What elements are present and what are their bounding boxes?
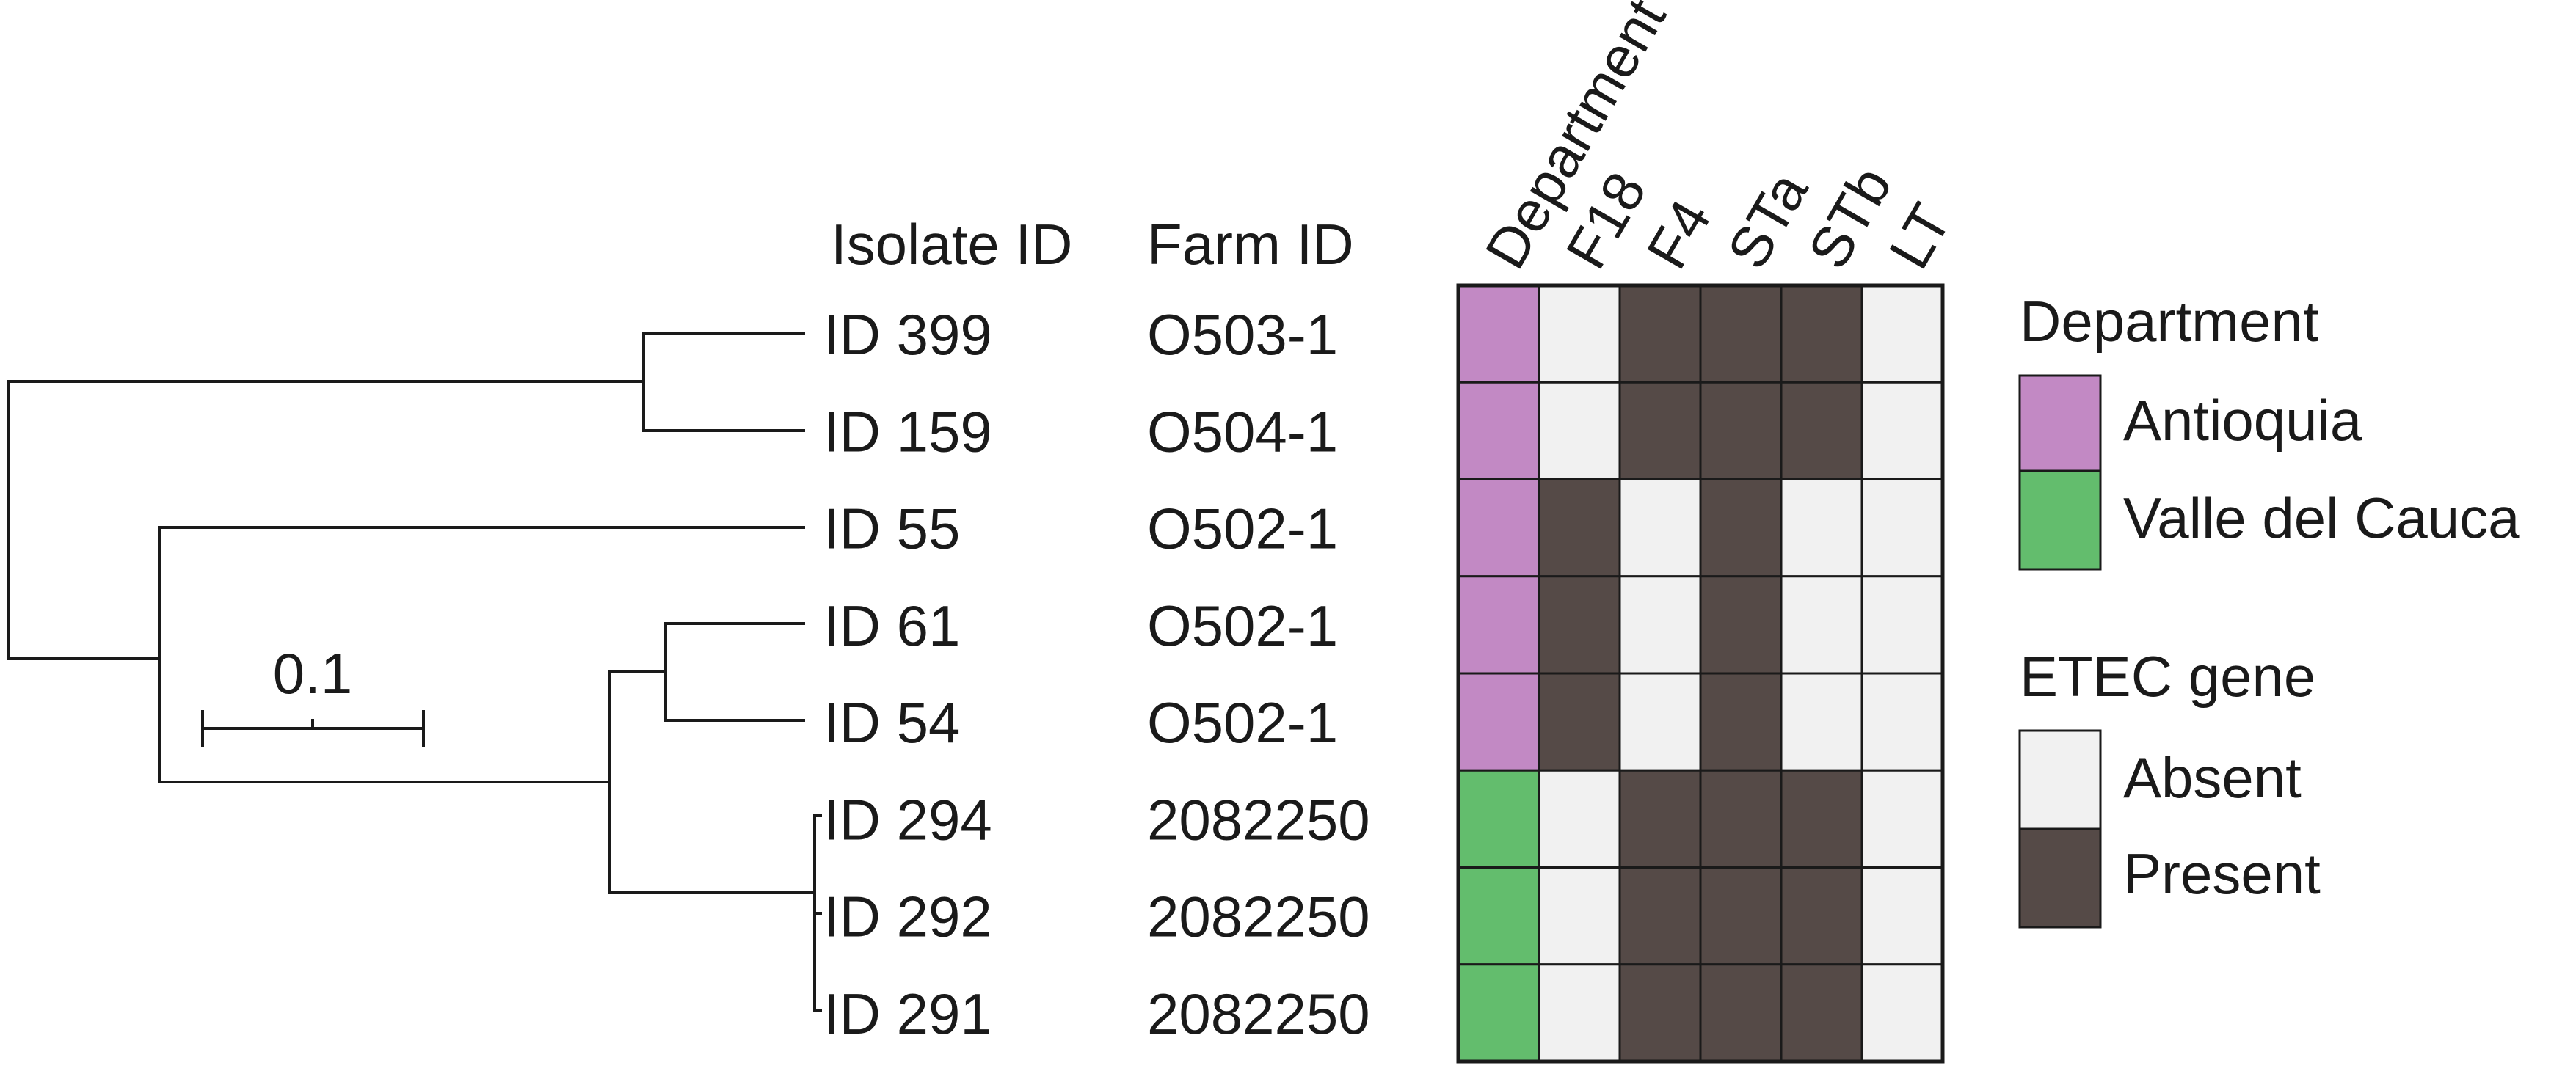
legend-label-valle-del-cauca: Valle del Cauca bbox=[2123, 486, 2520, 550]
gene-cell-lt-id-291 bbox=[1860, 963, 1944, 1063]
heatmap-frame bbox=[1456, 283, 1945, 1064]
gene-cell-f4-id-61 bbox=[1618, 575, 1702, 675]
gene-cell-f4-id-399 bbox=[1618, 284, 1702, 384]
gene-cell-f18-id-291 bbox=[1538, 963, 1621, 1063]
gene-cell-stb-id-61 bbox=[1780, 575, 1863, 675]
gene-cell-lt-id-294 bbox=[1860, 769, 1944, 869]
legend-swatch-valle-del-cauca bbox=[2018, 469, 2102, 571]
farm-label-id-159: O504-1 bbox=[1147, 399, 1338, 464]
row-labels: ID 399 O503-1 ID 159 O504-1 ID 55 O502-1 ID 61… bbox=[823, 302, 1370, 1046]
legend-swatch-present bbox=[2018, 827, 2102, 929]
gene-cell-f18-id-159 bbox=[1538, 381, 1621, 480]
gene-cell-sta-id-54 bbox=[1699, 672, 1783, 772]
legend-label-absent: Absent bbox=[2123, 745, 2302, 810]
department-cell-id-291 bbox=[1457, 963, 1540, 1063]
etec-gene-legend: ETEC gene Absent Present bbox=[2018, 644, 2321, 929]
gene-cell-stb-id-399 bbox=[1780, 284, 1863, 384]
gene-cell-sta-id-292 bbox=[1699, 866, 1783, 966]
gene-cell-lt-id-61 bbox=[1860, 575, 1944, 675]
gene-cell-sta-id-291 bbox=[1699, 963, 1783, 1063]
gene-cell-sta-id-61 bbox=[1699, 575, 1783, 675]
gene-cell-sta-id-294 bbox=[1699, 769, 1783, 869]
scale-bar-label: 0.1 bbox=[273, 641, 352, 706]
department-cell-id-54 bbox=[1457, 672, 1540, 772]
isolate-label-id-159: ID 159 bbox=[823, 399, 992, 464]
gene-cell-lt-id-292 bbox=[1860, 866, 1944, 966]
farm-label-id-61: O502-1 bbox=[1147, 593, 1338, 658]
gene-cell-f4-id-294 bbox=[1618, 769, 1702, 869]
farm-label-id-292: 2082250 bbox=[1147, 885, 1370, 949]
gene-cell-f4-id-292 bbox=[1618, 866, 1702, 966]
legend-swatch-absent bbox=[2018, 729, 2102, 830]
department-cell-id-399 bbox=[1457, 284, 1540, 384]
farm-label-id-55: O502-1 bbox=[1147, 497, 1338, 561]
gene-cell-sta-id-399 bbox=[1699, 284, 1783, 384]
gene-cell-f4-id-55 bbox=[1618, 478, 1702, 578]
department-cell-id-159 bbox=[1457, 381, 1540, 480]
farm-label-id-291: 2082250 bbox=[1147, 982, 1370, 1046]
legend-label-present: Present bbox=[2123, 841, 2321, 906]
gene-cell-stb-id-55 bbox=[1780, 478, 1863, 578]
heatmap-grid bbox=[1457, 284, 1944, 1063]
gene-cell-f4-id-291 bbox=[1618, 963, 1702, 1063]
gene-cell-sta-id-55 bbox=[1699, 478, 1783, 578]
isolate-label-id-55: ID 55 bbox=[823, 497, 960, 561]
column-header-sta: STa bbox=[1715, 161, 1821, 279]
gene-cell-stb-id-159 bbox=[1780, 381, 1863, 480]
gene-legend-title: ETEC gene bbox=[2020, 644, 2315, 709]
farm-label-id-399: O503-1 bbox=[1147, 302, 1338, 367]
phylogenetic-tree bbox=[7, 332, 822, 1012]
gene-cell-lt-id-159 bbox=[1860, 381, 1944, 480]
isolate-label-id-61: ID 61 bbox=[823, 593, 960, 658]
gene-cell-lt-id-55 bbox=[1860, 478, 1944, 578]
farm-label-id-294: 2082250 bbox=[1147, 787, 1370, 852]
isolate-label-id-294: ID 294 bbox=[823, 787, 992, 852]
gene-cell-f18-id-54 bbox=[1538, 672, 1621, 772]
department-cell-id-294 bbox=[1457, 769, 1540, 869]
isolate-label-id-292: ID 292 bbox=[823, 885, 992, 949]
gene-cell-f18-id-292 bbox=[1538, 866, 1621, 966]
column-header-stb: STb bbox=[1796, 156, 1904, 279]
legend-swatch-antioquia bbox=[2018, 374, 2102, 472]
gene-cell-stb-id-291 bbox=[1780, 963, 1863, 1063]
department-cell-id-55 bbox=[1457, 478, 1540, 578]
department-legend: Department Antioquia Valle del Cauca bbox=[2018, 289, 2520, 571]
gene-cell-f4-id-159 bbox=[1618, 381, 1702, 480]
gene-cell-lt-id-399 bbox=[1860, 284, 1944, 384]
gene-cell-stb-id-54 bbox=[1780, 672, 1863, 772]
gene-cell-f18-id-55 bbox=[1538, 478, 1621, 578]
legend-label-antioquia: Antioquia bbox=[2123, 388, 2362, 453]
farm-id-header: Farm ID bbox=[1147, 212, 1354, 277]
gene-cell-f4-id-54 bbox=[1618, 672, 1702, 772]
gene-cell-stb-id-292 bbox=[1780, 866, 1863, 966]
department-cell-id-292 bbox=[1457, 866, 1540, 966]
department-cell-id-61 bbox=[1457, 575, 1540, 675]
isolate-id-header: Isolate ID bbox=[831, 212, 1072, 277]
gene-cell-stb-id-294 bbox=[1780, 769, 1863, 869]
farm-label-id-54: O502-1 bbox=[1147, 690, 1338, 755]
department-legend-title: Department bbox=[2020, 289, 2319, 354]
gene-cell-f18-id-399 bbox=[1538, 284, 1621, 384]
isolate-label-id-399: ID 399 bbox=[823, 302, 992, 367]
isolate-label-id-54: ID 54 bbox=[823, 690, 960, 755]
gene-cell-f18-id-294 bbox=[1538, 769, 1621, 869]
gene-cell-sta-id-159 bbox=[1699, 381, 1783, 480]
scale-bar: 0.1 bbox=[201, 641, 425, 747]
gene-cell-f18-id-61 bbox=[1538, 575, 1621, 675]
gene-cell-lt-id-54 bbox=[1860, 672, 1944, 772]
isolate-label-id-291: ID 291 bbox=[823, 982, 992, 1046]
